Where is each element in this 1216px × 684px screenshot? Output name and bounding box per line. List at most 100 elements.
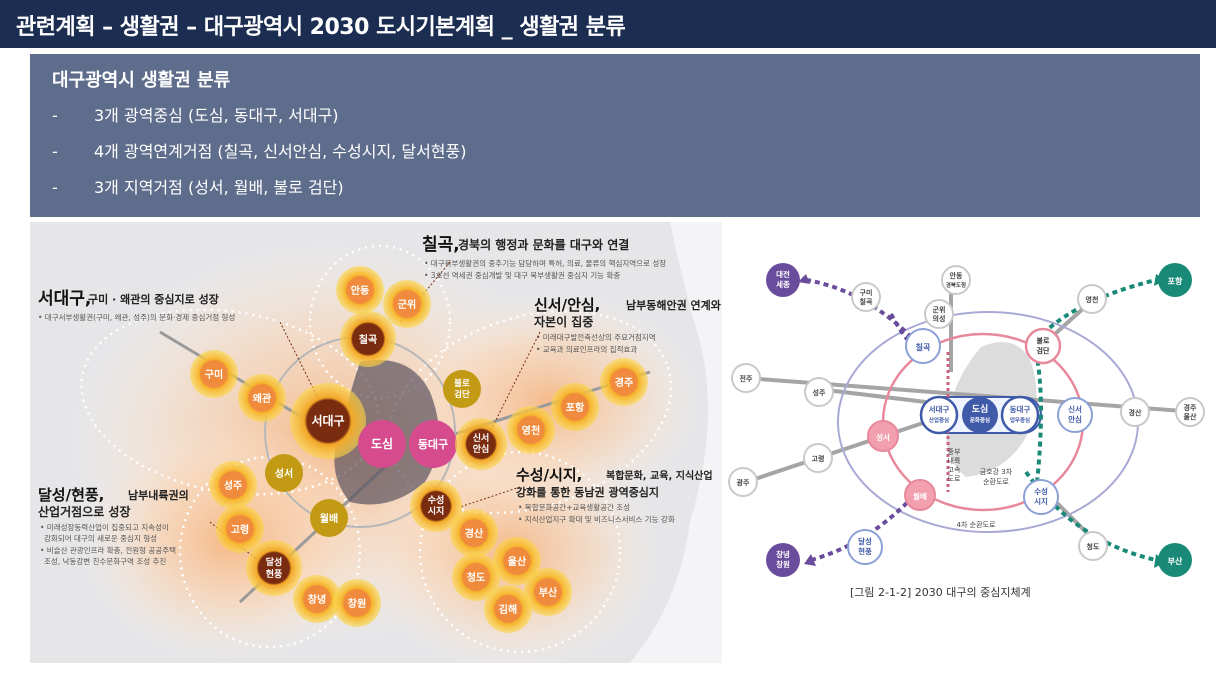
svg-text:안동: 안동	[351, 284, 369, 297]
node-chilgok: 칠곡	[340, 311, 396, 367]
svg-text:경주: 경주	[1184, 403, 1197, 412]
figure-caption: [그림 2-1-2] 2030 대구의 중심지체계	[850, 586, 1031, 599]
svg-text:월배: 월배	[320, 512, 338, 525]
bullet-dash: -	[52, 106, 58, 125]
svg-text:김해: 김해	[499, 603, 517, 616]
seodaegu-title: 서대구,	[38, 289, 91, 309]
node-busan: 부산	[1158, 543, 1192, 577]
sinseo-subtitle: 자본이 집중	[534, 314, 593, 329]
node-wolbae: 월배	[904, 479, 936, 511]
seodaegu-subtitle: 구미 · 왜관의 중심지로 성장	[88, 292, 219, 306]
svg-text:월배: 월배	[913, 491, 927, 501]
sea-area	[630, 222, 722, 663]
svg-text:창원: 창원	[348, 597, 366, 610]
svg-text:신서: 신서	[1068, 404, 1082, 414]
seodaegu-desc: • 대구서부생활권(구미, 왜관, 성주)의 문화·경제 중심거점 형성	[38, 312, 235, 322]
svg-text:안심: 안심	[473, 443, 490, 455]
svg-text:청도: 청도	[467, 571, 485, 584]
summary-heading: 대구광역시 생활권 분류	[52, 70, 231, 91]
svg-text:산업중심: 산업중심	[929, 416, 949, 424]
bullet-dash: -	[52, 178, 58, 197]
svg-text:대전: 대전	[776, 269, 790, 279]
svg-text:시지: 시지	[428, 505, 445, 517]
node-goryeong: 고령	[803, 443, 833, 473]
svg-text:부산: 부산	[1168, 556, 1183, 566]
node-cheongdo: 청도	[452, 553, 500, 601]
node-waegwan: 왜관	[238, 374, 286, 422]
svg-text:검단: 검단	[454, 389, 470, 400]
node-changnyeong: 창녕	[293, 575, 341, 623]
node-gyeongsan: 경산	[450, 509, 498, 557]
arrows	[798, 274, 816, 566]
dalseong-desc: • 미래성장동력산업이 집중되고 지속성이	[40, 522, 169, 532]
node-suseong: 수성시지	[1023, 479, 1059, 515]
summary-item-text: 3개 지역거점 (성서, 월배, 불로 검단)	[94, 178, 344, 197]
node-sinseo: 신서안심	[1057, 397, 1093, 433]
node-changwon: 창원	[333, 579, 381, 627]
svg-text:검단: 검단	[1037, 346, 1050, 355]
sinseo-desc: • 미래대구발전축선상의 주요거점지역	[536, 332, 656, 342]
svg-text:세종: 세종	[776, 279, 790, 289]
node-gunwi: 군위	[383, 280, 431, 328]
svg-text:왜관: 왜관	[253, 392, 272, 405]
svg-text:전주: 전주	[740, 374, 753, 383]
svg-text:칠곡: 칠곡	[916, 342, 931, 352]
chilgok-desc: • 대구북부생활권의 중추기능 담당하며 특허, 의료, 물류의 핵심지역으로 …	[424, 258, 666, 268]
svg-text:시지: 시지	[1034, 496, 1048, 506]
node-suseong: 수성시지	[410, 480, 462, 532]
node-yeongcheon: 영천	[1077, 284, 1107, 314]
node-seodaegu: 서대구	[290, 383, 366, 459]
svg-text:광주: 광주	[737, 478, 750, 487]
svg-text:성주: 성주	[813, 388, 826, 397]
summary-item: - 3개 지역거점 (성서, 월배, 불로 검단)	[52, 178, 466, 214]
svg-text:현풍: 현풍	[858, 546, 872, 556]
node-seongju: 성주	[209, 461, 257, 509]
svg-text:안동: 안동	[950, 271, 963, 280]
living-zone-map: 칠곡, 경북의 행정과 문화를 대구와 연결 • 대구북부생활권의 중추기능 담…	[30, 222, 722, 663]
sinseo-title: 신서/안심,	[534, 296, 600, 314]
node-gyeongsan: 경산	[1120, 397, 1150, 427]
node-seongseo: 성서	[265, 454, 303, 492]
node-gwangju: 광주	[728, 467, 758, 497]
svg-text:서대구: 서대구	[311, 413, 344, 428]
dalseong-title: 달성/현풍,	[38, 486, 104, 504]
summary-list: - 3개 광역중심 (도심, 동대구, 서대구) - 4개 광역연계거점 (칠곡, …	[52, 106, 466, 214]
svg-text:창원: 창원	[776, 559, 790, 569]
svg-text:군위: 군위	[398, 298, 416, 311]
road-label: 고속	[948, 466, 961, 474]
svg-text:수성: 수성	[428, 494, 445, 506]
svg-text:영천: 영천	[522, 424, 540, 437]
suseong-subtitle: 복합문화, 교육, 지식산업	[606, 469, 713, 482]
svg-text:신서: 신서	[473, 432, 490, 444]
summary-item: - 3개 광역중심 (도심, 동대구, 서대구)	[52, 106, 466, 142]
node-seongseo: 성서	[867, 420, 899, 452]
svg-text:울산: 울산	[508, 555, 527, 568]
svg-text:창녕: 창녕	[308, 593, 326, 606]
svg-text:안심: 안심	[1068, 414, 1082, 424]
svg-text:현풍: 현풍	[266, 568, 283, 580]
svg-text:성주: 성주	[224, 479, 242, 492]
svg-text:동대구: 동대구	[418, 437, 448, 451]
node-andong: 안동	[336, 266, 384, 314]
road-label: 순환도로	[983, 477, 1009, 486]
road-label: 도로	[948, 475, 961, 483]
svg-text:포항: 포항	[566, 401, 585, 414]
svg-text:문화중심: 문화중심	[970, 416, 990, 424]
node-gimhae: 김해	[484, 585, 532, 633]
page-title: 관련계획 – 생활권 – 대구광역시 2030 도시기본계획 _ 생활권 분류	[16, 15, 626, 40]
svg-text:경북도청: 경북도청	[946, 281, 966, 289]
suseong-title: 수성/시지,	[516, 466, 582, 484]
node-wolbae: 월배	[310, 499, 348, 537]
road-label: 금호강 3차	[980, 467, 1013, 476]
node-goryeong: 고령	[216, 505, 264, 553]
